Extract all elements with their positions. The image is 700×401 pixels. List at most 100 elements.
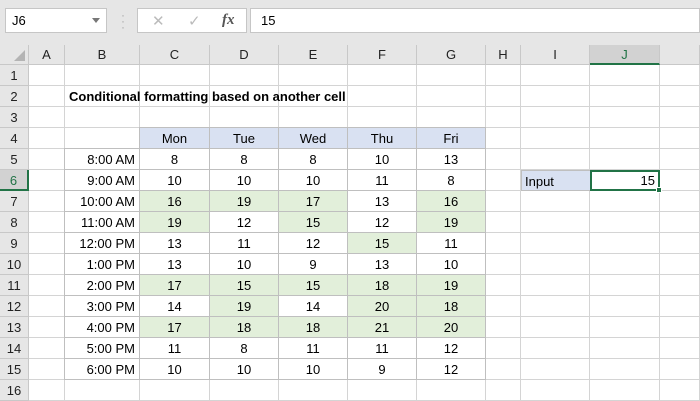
cell[interactable]: [348, 86, 417, 107]
value-cell[interactable]: 10: [278, 169, 348, 191]
cell[interactable]: [417, 380, 486, 401]
cell[interactable]: [29, 170, 65, 191]
cell[interactable]: [521, 380, 590, 401]
row-header-3[interactable]: 3: [0, 107, 29, 128]
row-header-12[interactable]: 12: [0, 296, 29, 317]
cell[interactable]: [660, 233, 700, 254]
value-cell[interactable]: 11: [139, 337, 210, 359]
value-cell[interactable]: 16: [416, 190, 486, 212]
cell[interactable]: [521, 317, 590, 338]
cell[interactable]: [590, 338, 660, 359]
day-header[interactable]: Thu: [347, 127, 417, 149]
value-cell[interactable]: 8: [416, 169, 486, 191]
time-cell[interactable]: 5:00 PM: [64, 337, 140, 359]
cell[interactable]: [29, 359, 65, 380]
time-cell[interactable]: 12:00 PM: [64, 232, 140, 254]
cell[interactable]: [521, 86, 590, 107]
value-cell[interactable]: 8: [209, 337, 279, 359]
value-cell[interactable]: 13: [347, 190, 417, 212]
column-header-d[interactable]: D: [210, 45, 279, 65]
value-cell[interactable]: 17: [139, 274, 210, 296]
value-cell[interactable]: 10: [139, 358, 210, 380]
cell[interactable]: [279, 65, 348, 86]
cell[interactable]: [65, 107, 140, 128]
cell[interactable]: [65, 65, 140, 86]
cell[interactable]: [521, 149, 590, 170]
row-header-9[interactable]: 9: [0, 233, 29, 254]
cell[interactable]: [660, 86, 700, 107]
row-header-2[interactable]: 2: [0, 86, 29, 107]
value-cell[interactable]: 14: [139, 295, 210, 317]
cell[interactable]: [590, 233, 660, 254]
cell[interactable]: [140, 86, 210, 107]
value-cell[interactable]: 15: [347, 232, 417, 254]
cell[interactable]: [140, 65, 210, 86]
cell[interactable]: [417, 107, 486, 128]
cell[interactable]: [486, 86, 521, 107]
value-cell[interactable]: 13: [139, 253, 210, 275]
cell[interactable]: [521, 359, 590, 380]
cell[interactable]: [660, 212, 700, 233]
value-cell[interactable]: 10: [416, 253, 486, 275]
cell[interactable]: [590, 86, 660, 107]
cell[interactable]: [660, 107, 700, 128]
cell[interactable]: [279, 380, 348, 401]
cell[interactable]: [486, 107, 521, 128]
cell[interactable]: [590, 107, 660, 128]
column-header-a[interactable]: A: [29, 45, 65, 65]
cell[interactable]: [590, 128, 660, 149]
cell[interactable]: [486, 254, 521, 275]
value-cell[interactable]: 10: [209, 358, 279, 380]
cell[interactable]: [279, 107, 348, 128]
cell[interactable]: [486, 317, 521, 338]
enter-icon[interactable]: ✓: [188, 13, 201, 30]
row-header-4[interactable]: 4: [0, 128, 29, 149]
row-header-8[interactable]: 8: [0, 212, 29, 233]
value-cell[interactable]: 12: [278, 232, 348, 254]
value-cell[interactable]: 18: [209, 316, 279, 338]
value-cell[interactable]: 10: [347, 148, 417, 170]
value-cell[interactable]: 19: [209, 295, 279, 317]
cell[interactable]: [348, 380, 417, 401]
cancel-icon[interactable]: ✕: [152, 13, 165, 30]
row-header-15[interactable]: 15: [0, 359, 29, 380]
cell[interactable]: [348, 65, 417, 86]
cell[interactable]: [65, 128, 140, 149]
value-cell[interactable]: 10: [209, 169, 279, 191]
cell[interactable]: [590, 296, 660, 317]
name-box[interactable]: J6: [5, 8, 107, 33]
insert-function-icon[interactable]: fx: [222, 12, 235, 28]
cell[interactable]: [521, 233, 590, 254]
value-cell[interactable]: 11: [347, 337, 417, 359]
value-cell[interactable]: 9: [347, 358, 417, 380]
time-cell[interactable]: 3:00 PM: [64, 295, 140, 317]
column-header-b[interactable]: B: [65, 45, 140, 65]
cell[interactable]: [29, 233, 65, 254]
cell[interactable]: [590, 149, 660, 170]
time-cell[interactable]: 1:00 PM: [64, 253, 140, 275]
column-header-j[interactable]: J: [590, 45, 660, 65]
cell[interactable]: [29, 212, 65, 233]
value-cell[interactable]: 12: [347, 211, 417, 233]
cell[interactable]: [29, 107, 65, 128]
column-header-i[interactable]: I: [521, 45, 590, 65]
cell[interactable]: [486, 65, 521, 86]
row-header-6[interactable]: 6: [0, 170, 29, 191]
chevron-down-icon[interactable]: [92, 18, 100, 23]
value-cell[interactable]: 15: [278, 211, 348, 233]
cell[interactable]: [486, 380, 521, 401]
day-header[interactable]: Tue: [209, 127, 279, 149]
value-cell[interactable]: 11: [278, 337, 348, 359]
value-cell[interactable]: 15: [209, 274, 279, 296]
value-cell[interactable]: 18: [347, 274, 417, 296]
value-cell[interactable]: 21: [347, 316, 417, 338]
value-cell[interactable]: 16: [139, 190, 210, 212]
cell[interactable]: [210, 86, 279, 107]
cell[interactable]: [486, 212, 521, 233]
value-cell[interactable]: 18: [278, 316, 348, 338]
cell[interactable]: [29, 128, 65, 149]
cell[interactable]: [210, 65, 279, 86]
value-cell[interactable]: 10: [209, 253, 279, 275]
day-header[interactable]: Fri: [416, 127, 486, 149]
cell[interactable]: [660, 254, 700, 275]
